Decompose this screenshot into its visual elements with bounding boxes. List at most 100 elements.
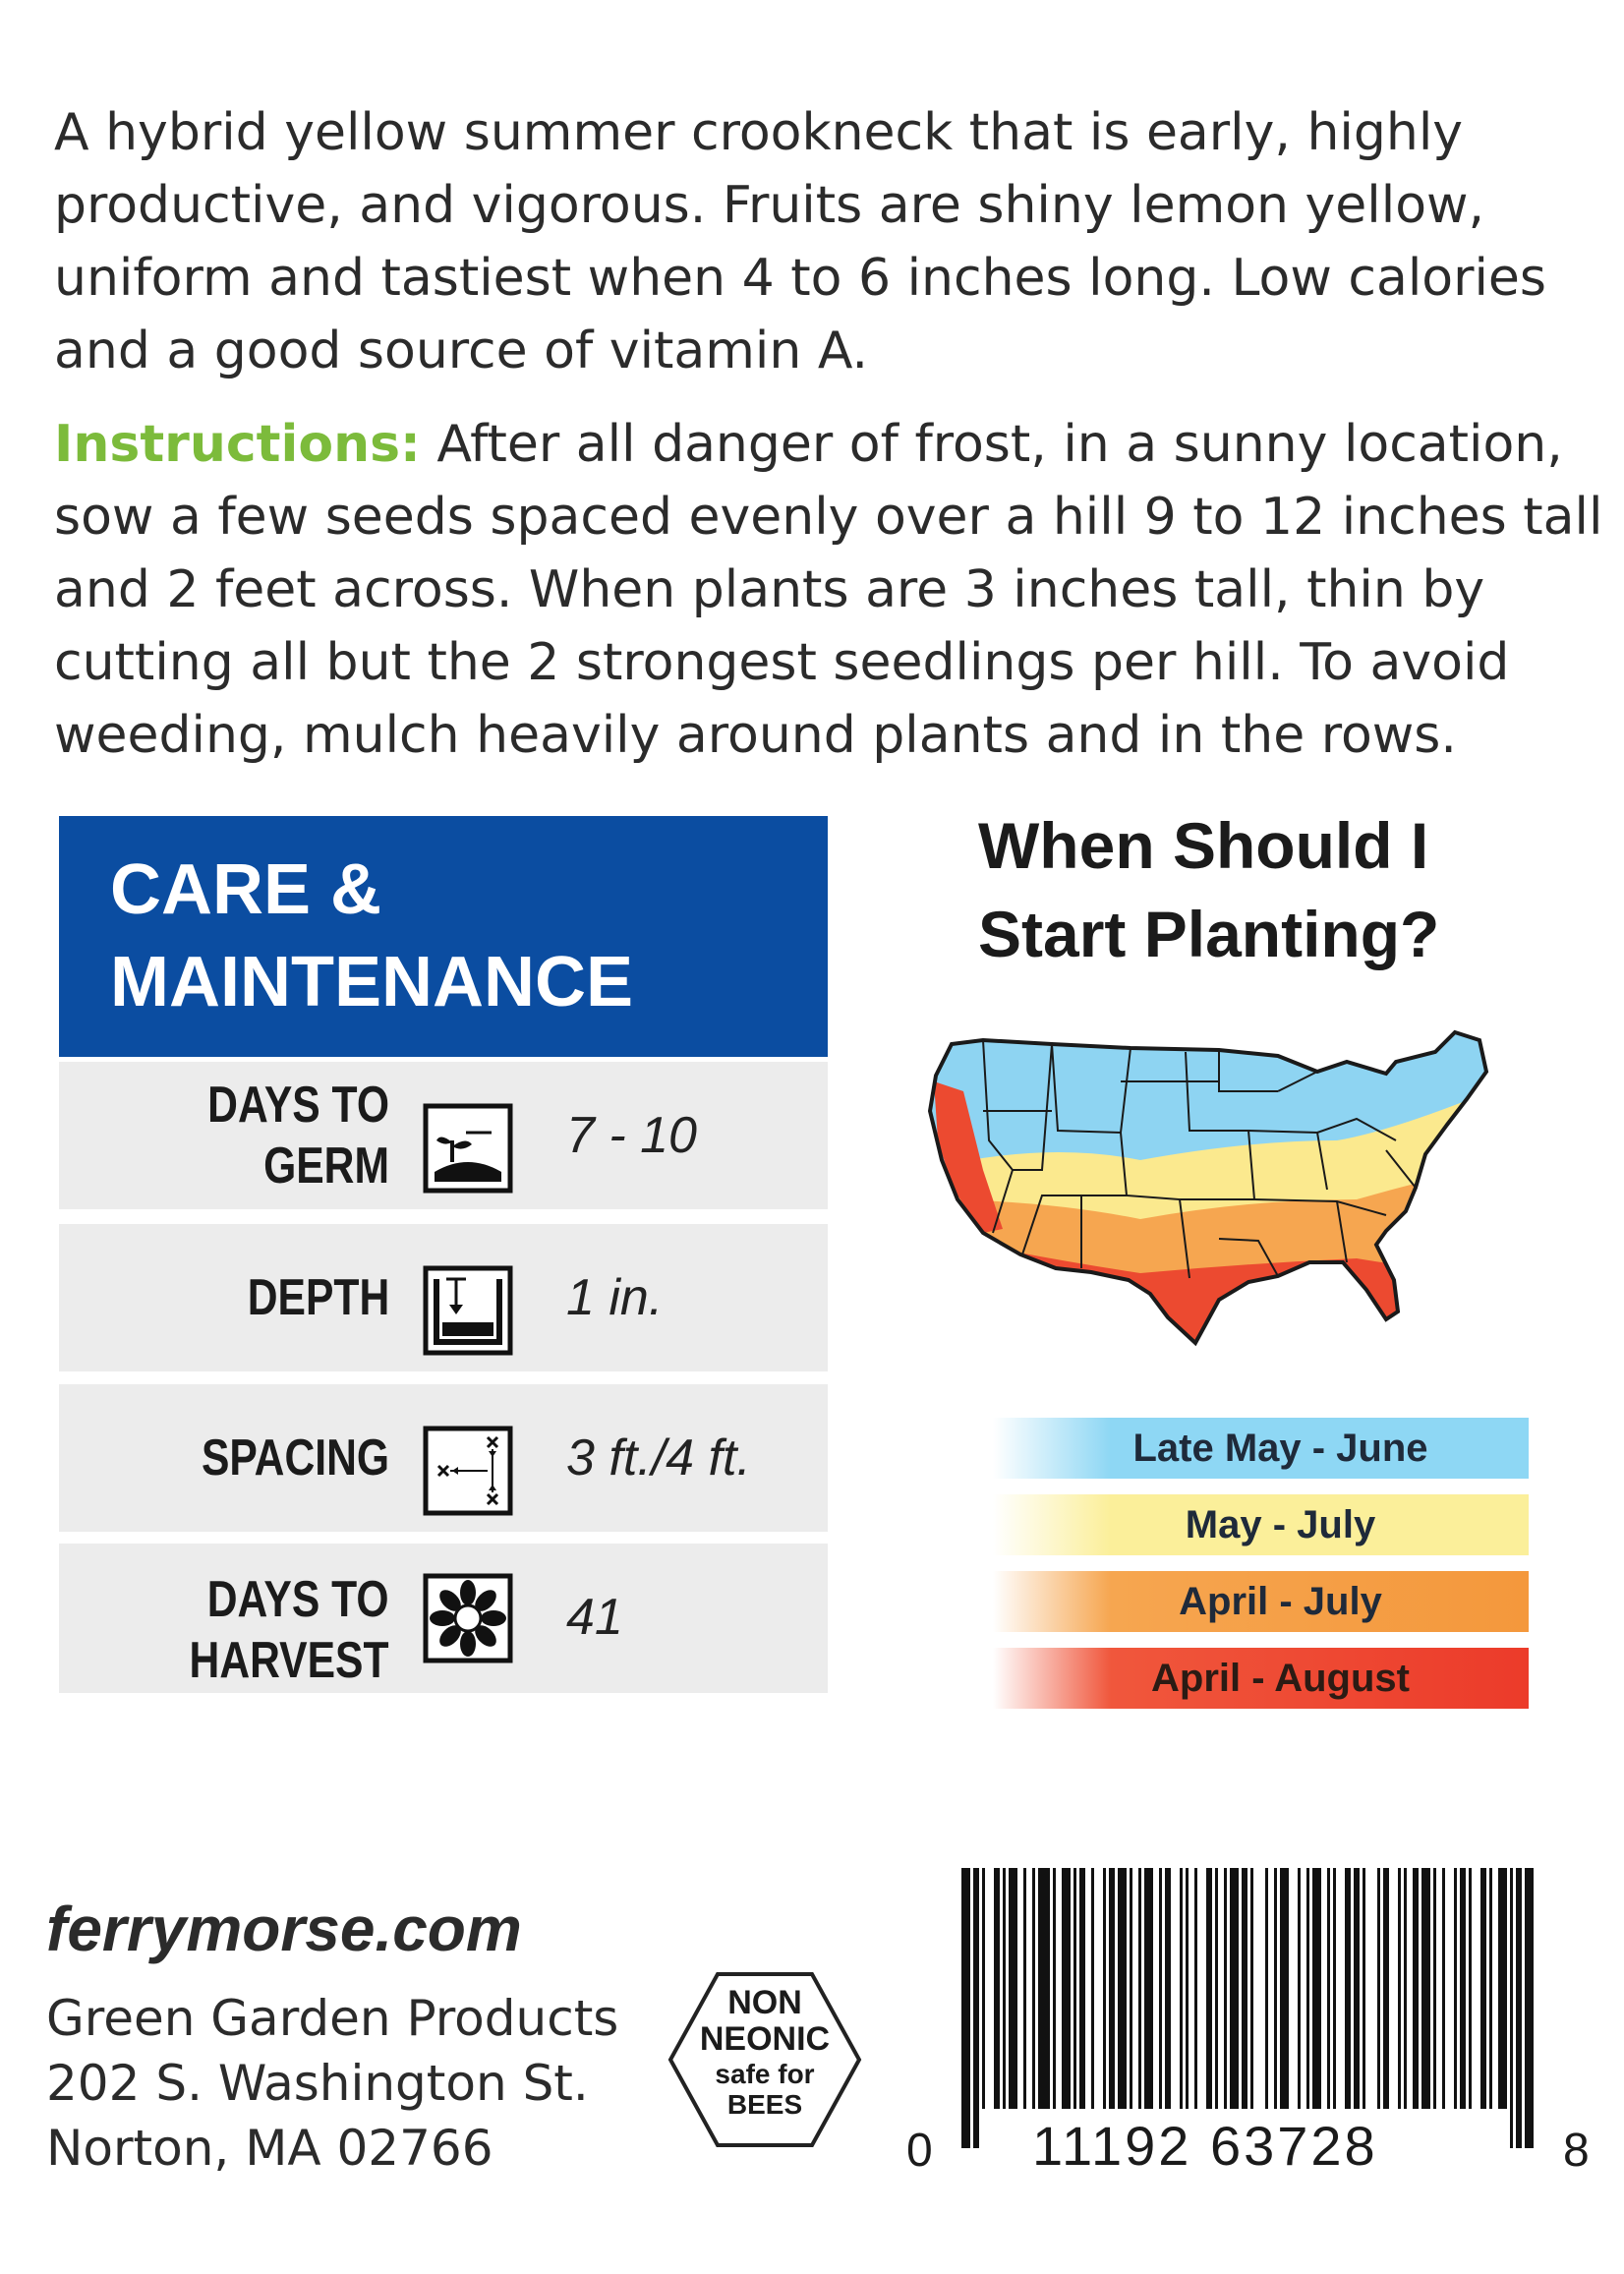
barcode-bar	[1023, 1868, 1026, 2109]
barcode-bar	[1003, 1868, 1006, 2109]
planting-title-line2: Start Planting?	[978, 898, 1440, 970]
barcode-bar	[1062, 1868, 1071, 2109]
badge-line1: NON	[727, 1984, 802, 2021]
barcode-bar	[1138, 1868, 1141, 2109]
barcode-bar	[1009, 1868, 1017, 2109]
barcode-bar	[982, 1868, 985, 2109]
care-title-line2: MAINTENANCE	[110, 943, 633, 1021]
barcode-bar	[973, 1868, 979, 2148]
barcode-last-digit: 8	[1563, 2125, 1590, 2177]
planting-title: When Should I Start Planting?	[978, 801, 1439, 978]
legend-may-july: May - July	[993, 1494, 1529, 1555]
barcode-bar	[1038, 1868, 1050, 2109]
barcode-bar	[1230, 1868, 1239, 2109]
barcode-bar	[1053, 1868, 1056, 2109]
barcode-bar	[1130, 1868, 1132, 2109]
barcode-bar	[1333, 1868, 1336, 2109]
barcode-bar	[1103, 1868, 1106, 2109]
barcode-bar	[1460, 1868, 1466, 2109]
city-state-zip: Norton, MA 02766	[46, 2120, 493, 2177]
barcode-bar	[1215, 1868, 1218, 2109]
care-row-days-to-germ: DAYS TO GERM 7 - 10	[59, 1062, 828, 1209]
barcode-bar	[1454, 1868, 1457, 2109]
barcode-bar	[1280, 1868, 1289, 2109]
barcode-bar	[1144, 1868, 1153, 2109]
instructions-label: Instructions:	[54, 415, 421, 474]
barcode-bar	[1109, 1868, 1115, 2109]
barcode-bar	[1510, 1868, 1513, 2148]
germination-icon	[423, 1103, 513, 1194]
barcode-middle-digits: 11192 63728	[1032, 2115, 1378, 2177]
barcode-bar	[1377, 1868, 1380, 2109]
barcode-bar	[1265, 1868, 1268, 2109]
legend-april-august: April - August	[993, 1648, 1529, 1709]
non-neonic-badge-icon	[667, 1972, 862, 2147]
barcode-bar	[1298, 1868, 1301, 2109]
depth-label: DEPTH	[247, 1269, 389, 1326]
barcode-bar	[1404, 1868, 1407, 2109]
barcode-bar	[1224, 1868, 1227, 2109]
company-address: Green Garden Products 202 S. Washington …	[46, 1986, 618, 2181]
barcode-bar	[1206, 1868, 1212, 2109]
spacing-icon	[423, 1426, 513, 1516]
days-to-germ-value: 7 - 10	[566, 1107, 697, 1164]
barcode-bar	[1383, 1868, 1389, 2109]
barcode-bar	[1032, 1868, 1035, 2109]
barcode-bar	[1186, 1868, 1189, 2109]
barcode-bar	[1118, 1868, 1127, 2109]
barcode-bar	[1194, 1868, 1197, 2109]
days-to-harvest-label-line2: HARVEST	[190, 1632, 389, 1689]
upc-barcode	[961, 1868, 1534, 2148]
barcode-bar	[1354, 1868, 1360, 2109]
legend-late-may-june: Late May - June	[993, 1418, 1529, 1479]
barcode-bar	[1345, 1868, 1351, 2109]
barcode-bar	[1159, 1868, 1162, 2109]
barcode-bar	[1363, 1868, 1365, 2109]
planting-title-line1: When Should I	[978, 809, 1429, 882]
barcode-bar	[1433, 1868, 1436, 2109]
barcode-bar	[1498, 1868, 1507, 2109]
care-row-spacing: SPACING 3 ft./4 ft.	[59, 1384, 828, 1532]
barcode-bar	[1480, 1868, 1486, 2109]
barcode-bar	[1091, 1868, 1094, 2109]
barcode-bar	[1180, 1868, 1183, 2109]
barcode-bar	[1516, 1868, 1522, 2148]
days-to-harvest-label: DAYS TO HARVEST	[190, 1544, 389, 1691]
website-url: ferrymorse.com	[46, 1894, 522, 1964]
company-name: Green Garden Products	[46, 1990, 619, 2047]
depth-value: 1 in.	[566, 1269, 664, 1326]
care-title-line1: CARE &	[110, 850, 382, 929]
legend-april-july: April - July	[993, 1571, 1529, 1632]
usa-planting-zone-map	[927, 1029, 1489, 1347]
days-to-harvest-value: 41	[566, 1589, 623, 1646]
instructions-text: After all danger of frost, in a sunny lo…	[54, 415, 1603, 765]
barcode-bar	[1079, 1868, 1085, 2109]
spacing-value: 3 ft./4 ft.	[566, 1429, 751, 1487]
barcode-bar	[1398, 1868, 1401, 2109]
barcode-bar	[1442, 1868, 1445, 2109]
care-row-depth: DEPTH 1 in.	[59, 1224, 828, 1371]
barcode-bar	[1250, 1868, 1253, 2109]
barcode-bar	[1327, 1868, 1330, 2109]
badge-line2: NEONIC	[699, 2020, 831, 2058]
barcode-bar	[1525, 1868, 1534, 2148]
harvest-flower-icon	[423, 1573, 513, 1663]
instructions-paragraph: Instructions: After all danger of frost,…	[54, 408, 1607, 772]
non-neonic-badge-text: NON NEONIC safe for BEES	[667, 1986, 863, 2120]
barcode-bar	[1165, 1868, 1171, 2109]
barcode-bar	[1242, 1868, 1247, 2109]
barcode-bar	[1489, 1868, 1492, 2109]
badge-line3: safe for	[715, 2059, 815, 2089]
barcode-first-digit: 0	[906, 2125, 933, 2177]
care-row-days-to-harvest: DAYS TO HARVEST 41	[59, 1544, 828, 1693]
badge-line4: BEES	[726, 2089, 803, 2120]
barcode-bar	[994, 1868, 1000, 2109]
barcode-bar	[1469, 1868, 1472, 2109]
product-description: A hybrid yellow summer crookneck that is…	[54, 103, 1547, 380]
days-to-harvest-label-line1: DAYS TO	[207, 1571, 389, 1628]
barcode-bar	[1073, 1868, 1076, 2109]
days-to-germ-label: DAYS TO GERM	[207, 1077, 389, 1195]
street-address: 202 S. Washington St.	[46, 2055, 589, 2112]
depth-icon	[423, 1265, 513, 1356]
barcode-bar	[1421, 1868, 1430, 2109]
